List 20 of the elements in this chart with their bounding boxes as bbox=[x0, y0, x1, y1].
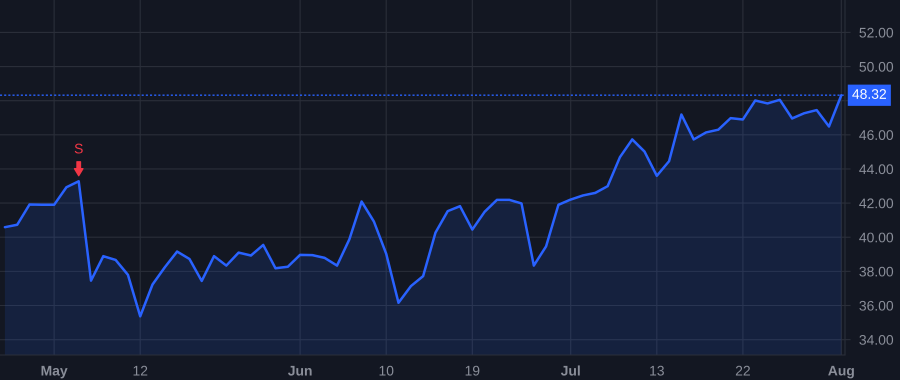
y-tick-label: 34.00 bbox=[859, 334, 894, 345]
x-tick-label: 12 bbox=[134, 366, 148, 376]
y-tick-label: 50.00 bbox=[859, 62, 894, 72]
x-tick-label: 10 bbox=[380, 366, 394, 376]
y-tick-label: 44.00 bbox=[859, 164, 894, 174]
x-tick-label: Aug bbox=[828, 366, 854, 378]
y-tick-label: 40.00 bbox=[859, 232, 894, 242]
ref-line-label: 48.32 bbox=[852, 89, 886, 99]
x-tick-label: 19 bbox=[466, 366, 480, 376]
x-tick-label: 13 bbox=[650, 366, 664, 376]
annotation: S bbox=[74, 144, 83, 154]
y-tick-label: 42.00 bbox=[859, 198, 894, 208]
x-tick-label: Jul bbox=[560, 365, 580, 376]
y-tick-label: 36.00 bbox=[859, 300, 894, 311]
x-tick-label: Jun bbox=[288, 366, 312, 376]
x-tick-label: May bbox=[42, 366, 68, 378]
y-tick-label: 52.00 bbox=[859, 28, 894, 38]
x-tick-label: 22 bbox=[736, 366, 750, 376]
y-tick-label: 46.00 bbox=[859, 130, 894, 140]
y-tick-label: 38.00 bbox=[859, 266, 894, 277]
